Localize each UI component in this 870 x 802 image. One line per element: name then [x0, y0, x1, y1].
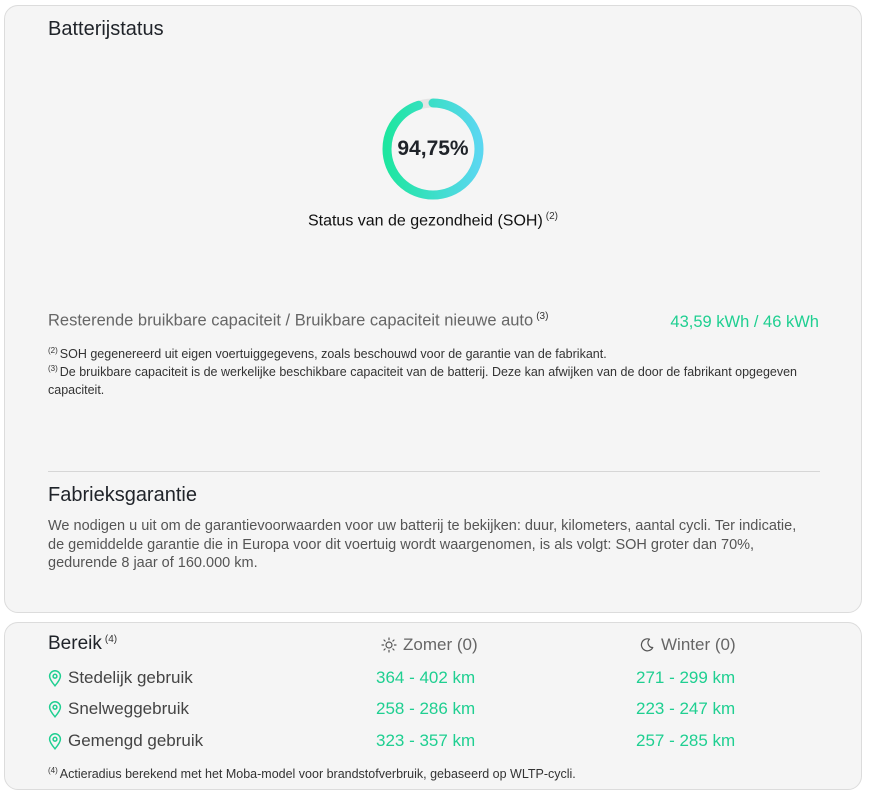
range-title: Bereik (4) — [48, 633, 117, 655]
range-card: Bereik (4) Zomer (0) Winter (0) — [4, 622, 862, 790]
capacity-value: 43,59 kWh / 46 kWh — [670, 313, 819, 331]
range-summer-value: 364 - 402 km — [376, 668, 476, 687]
range-summer-value: 323 - 357 km — [376, 731, 476, 750]
range-winter-value: 257 - 285 km — [636, 731, 736, 750]
range-row-city: Stedelijk gebruik 364 - 402 km 271 - 299… — [5, 668, 861, 692]
battery-status-card: Batterijstatus 94,75% Status van de gezo… — [4, 5, 862, 613]
footnote-ref: (2) — [48, 346, 58, 355]
range-title-text: Bereik — [48, 633, 102, 654]
winter-label: Winter (0) — [661, 635, 736, 654]
range-row-label-text: Gemengd gebruik — [68, 731, 204, 750]
summer-column-header: Zomer (0) — [381, 635, 478, 655]
footnote-text: SOH gegenereerd uit eigen voertuiggegeve… — [59, 347, 607, 362]
soh-value: 94,75% — [397, 137, 469, 160]
footnote-soh: (2) SOH gegenereerd uit eigen voertuiggeg… — [48, 342, 828, 363]
range-row-label: Gemengd gebruik — [48, 731, 203, 751]
footnote-ref: (4) — [48, 766, 58, 775]
range-winter-value: 223 - 247 km — [636, 699, 736, 718]
soh-footnote-ref: (2) — [545, 211, 559, 222]
range-row-label-text: Snelweggebruik — [68, 699, 189, 718]
footnote-text: De bruikbare capaciteit is de werkelijke… — [48, 365, 798, 398]
battery-status-title: Batterijstatus — [48, 18, 164, 40]
capacity-footnote-ref: (3) — [536, 311, 549, 322]
range-row-label: Snelweggebruik — [48, 699, 189, 719]
location-pin-icon — [48, 669, 62, 687]
range-row-highway: Snelweggebruik 258 - 286 km 223 - 247 km — [5, 699, 861, 723]
footnote-range: (4) Actieradius berekend met het Moba-mod… — [48, 762, 828, 783]
range-row-mixed: Gemengd gebruik 323 - 357 km 257 - 285 k… — [5, 731, 861, 755]
moon-icon — [639, 637, 655, 653]
range-winter-value: 271 - 299 km — [636, 668, 736, 687]
soh-label-text: Status van de gezondheid (SOH) — [307, 212, 543, 230]
footnote-capacity: (3) De bruikbare capaciteit is de werkeli… — [48, 360, 828, 399]
section-divider — [48, 471, 820, 472]
location-pin-icon — [48, 732, 62, 750]
winter-column-header: Winter (0) — [639, 635, 736, 655]
range-footnote-ref: (4) — [104, 633, 118, 645]
location-pin-icon — [48, 700, 62, 718]
capacity-label: Resterende bruikbare capaciteit / Bruikb… — [48, 311, 548, 331]
range-summer-value: 258 - 286 km — [376, 699, 476, 718]
range-row-label: Stedelijk gebruik — [48, 668, 193, 688]
range-row-label-text: Stedelijk gebruik — [68, 668, 193, 687]
capacity-label-text: Resterende bruikbare capaciteit / Bruikb… — [48, 311, 534, 330]
footnote-ref: (3) — [48, 364, 58, 373]
warranty-title: Fabrieksgarantie — [48, 484, 197, 506]
summer-label: Zomer (0) — [403, 635, 478, 654]
sun-icon — [381, 637, 397, 653]
soh-label: Status van de gezondheid (SOH) (2) — [5, 211, 861, 230]
warranty-text: We nodigen u uit om de garantievoorwaard… — [48, 518, 797, 571]
soh-gauge — [382, 98, 484, 200]
soh-gauge-arc — [382, 98, 484, 200]
footnote-text: Actieradius berekend met het Moba-model … — [59, 767, 576, 782]
